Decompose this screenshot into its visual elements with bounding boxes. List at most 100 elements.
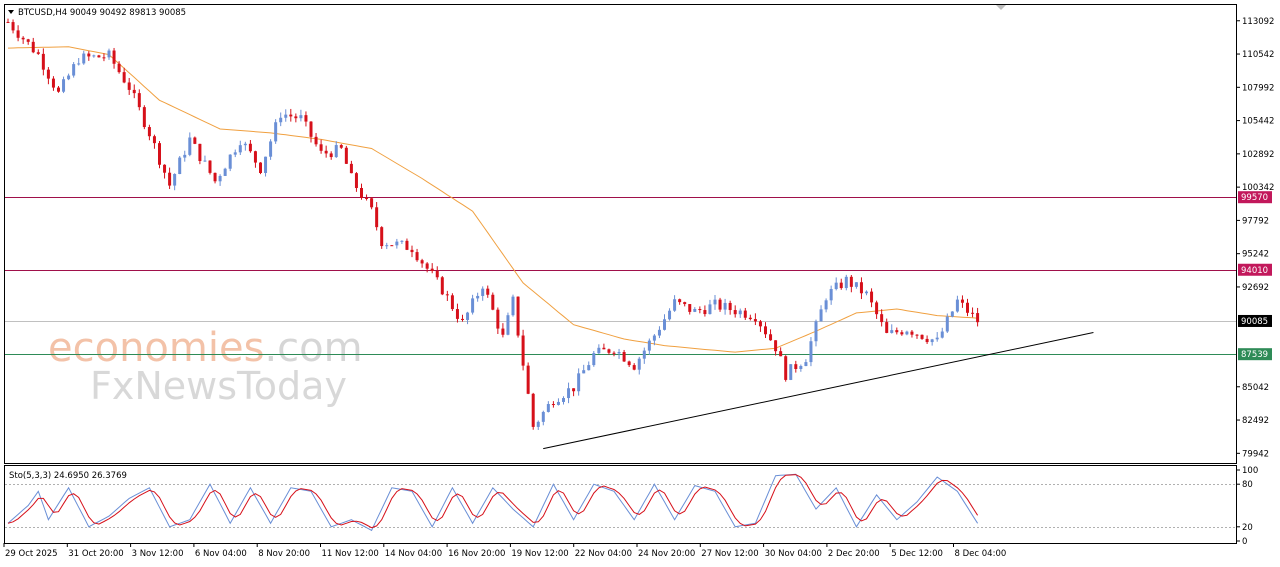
candle-bear (26, 39, 30, 42)
candle-bear (420, 260, 424, 264)
candle-bear (31, 41, 35, 53)
candle-bull (652, 335, 656, 341)
candle-bear (880, 314, 884, 323)
candle-bear (6, 21, 10, 23)
resistance-1-tag (1238, 191, 1272, 204)
candle-bear (248, 143, 252, 152)
price-tick-label: 82492 (1242, 416, 1269, 426)
stochastic-label: Sto(5,3,3) 24.6950 26.3769 (9, 471, 127, 481)
candle-bear (339, 145, 343, 148)
candle-bear (769, 334, 773, 341)
candle-bull (637, 358, 641, 370)
candle-bull (577, 373, 581, 392)
candle-bear (612, 352, 616, 354)
candle-bull (814, 321, 818, 342)
candle-bull (955, 299, 959, 312)
candle-bull (264, 156, 268, 174)
time-tick-label: 29 Oct 2025 (5, 549, 58, 559)
candle-bull (218, 175, 222, 182)
candle-bear (213, 172, 217, 182)
candle-bull (173, 174, 177, 186)
trendline-layer (543, 332, 1094, 450)
candle-bear (486, 288, 490, 295)
candle-bear (915, 334, 919, 336)
candle-bear (102, 57, 106, 59)
candle-bear (551, 404, 555, 406)
candle-bear (779, 351, 783, 357)
candle-bull (723, 302, 727, 310)
candle-bull (738, 310, 742, 315)
candle-bull (471, 298, 475, 313)
candle-bear (920, 334, 924, 339)
stochastic-pane[interactable] (4, 465, 1237, 544)
candle-bear (41, 53, 45, 70)
time-tick-label: 16 Nov 20:00 (448, 549, 505, 559)
price-tick-label: 105442 (1242, 117, 1274, 127)
support-1-tag-label: 87539 (1241, 350, 1268, 360)
candle-bull (233, 152, 237, 155)
price-axis: 113092 110542 107992 105442 102892 100342 9779… (1236, 17, 1274, 459)
price-tick-label: 102892 (1242, 150, 1274, 160)
time-tick-label: 6 Nov 04:00 (195, 549, 247, 559)
candle-bull (582, 370, 586, 374)
candle-bear (360, 188, 363, 198)
candle-bear (127, 82, 131, 90)
stochastic-tick-label: 80 (1242, 480, 1253, 490)
candle-bull (587, 365, 591, 371)
candle-bull (562, 398, 565, 402)
price-tick-label: 110542 (1242, 50, 1274, 60)
candle-bear (314, 136, 318, 145)
candle-bear (622, 352, 626, 362)
candle-bear (405, 240, 409, 250)
candle-bull (647, 340, 651, 351)
candle-bull (506, 315, 510, 335)
current-price-tag-label: 90085 (1241, 317, 1268, 327)
price-tick-label: 79942 (1242, 449, 1269, 459)
price-tick-label: 95242 (1242, 250, 1269, 260)
collapse-triangle-icon[interactable] (8, 10, 14, 14)
candle-bear (97, 55, 101, 58)
candle-bull (203, 160, 207, 162)
candle-bear (430, 268, 434, 271)
time-tick-label: 24 Nov 20:00 (638, 549, 695, 559)
candle-bull (713, 299, 717, 305)
candle-bull (476, 295, 480, 299)
candle-bull (541, 411, 545, 422)
candle-bear (168, 172, 172, 186)
candle-bear (859, 282, 863, 294)
resistance-2-tag-label: 94010 (1241, 266, 1268, 276)
price-tick-label: 85042 (1242, 383, 1269, 393)
candle-bear (152, 136, 156, 144)
rising-trendline (543, 332, 1094, 450)
candle-bear (718, 299, 722, 310)
time-tick-label: 14 Nov 04:00 (385, 549, 442, 559)
candle-bear (253, 151, 257, 163)
candle-bear (895, 330, 899, 333)
watermark: economies.com FxNewsToday (48, 325, 363, 408)
price-pane[interactable] (4, 4, 1237, 464)
candle-bear (526, 365, 530, 394)
candle-bear (607, 349, 611, 353)
candle-bear (521, 335, 525, 366)
time-axis: 29 Oct 2025 31 Oct 20:00 3 Nov 12:00 6 Nov … (3, 543, 1006, 559)
price-tick-label: 113092 (1242, 17, 1274, 27)
candle-bull (642, 350, 646, 359)
candle-bear (966, 302, 969, 313)
stochastic-k-line (7, 473, 979, 532)
candle-bear (415, 252, 419, 261)
candle-bear (971, 312, 975, 314)
candle-bear (46, 69, 50, 79)
candle-bull (844, 276, 848, 289)
time-tick-label: 22 Nov 04:00 (575, 549, 632, 559)
candle-bear (51, 78, 55, 88)
watermark-economies: economies (48, 325, 264, 371)
candle-bull (82, 53, 86, 64)
candle-bull (617, 352, 621, 354)
scroll-marker-icon[interactable] (996, 5, 1006, 10)
candle-bear (688, 304, 692, 312)
stochastic-tick-label: 0 (1242, 537, 1247, 547)
candle-bull (809, 341, 813, 363)
candle-bull (238, 145, 242, 153)
candle-bear (158, 143, 161, 165)
